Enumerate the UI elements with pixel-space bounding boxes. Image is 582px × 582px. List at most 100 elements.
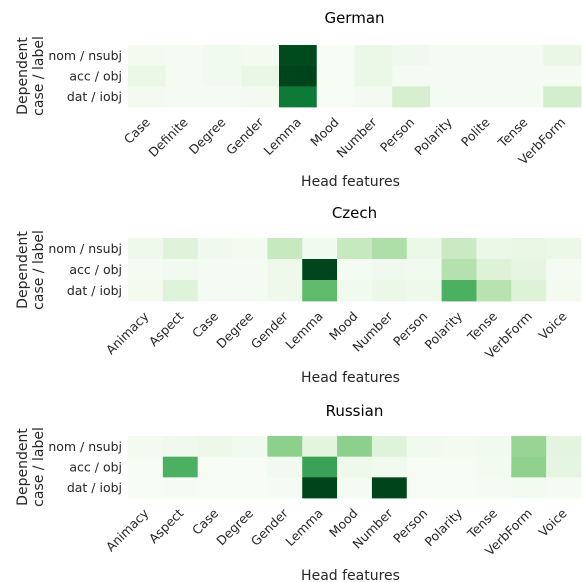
- heatmap-cell: [232, 477, 268, 499]
- heatmap-cell: [197, 456, 233, 478]
- heatmap-cell: [511, 477, 547, 499]
- heatmap-cell: [392, 45, 431, 67]
- heatmap-cell: [441, 477, 477, 499]
- heatmap-cell: [546, 280, 582, 302]
- heatmap-cell: [302, 477, 338, 499]
- row-tick-label: nom / nsubj: [48, 241, 122, 256]
- row-tick-label: dat / iobj: [67, 480, 122, 495]
- heatmap-cell: [128, 456, 164, 478]
- heatmap-cell: [476, 280, 512, 302]
- heatmap-cell: [430, 45, 469, 67]
- y-axis-label-line: case / label: [31, 36, 47, 116]
- heatmap-cell: [165, 86, 204, 108]
- x-axis-label: Head features: [301, 568, 400, 582]
- heatmap-cell: [441, 436, 477, 458]
- heatmap-cell: [316, 86, 355, 108]
- column-tick-label: Aspect: [146, 308, 187, 349]
- heatmap-cell: [476, 436, 512, 458]
- heatmap-cell: [467, 45, 506, 67]
- x-axis-label: Head features: [301, 174, 400, 190]
- heatmap-cell: [302, 238, 338, 260]
- heatmap-cell: [406, 238, 443, 260]
- heatmap-cell: [162, 238, 199, 260]
- column-tick-label: Polite: [458, 114, 493, 149]
- heatmap-cell: [128, 238, 164, 260]
- heatmap-cell: [302, 456, 338, 478]
- heatmap-cell: [162, 436, 199, 458]
- heatmap-cell: [476, 238, 512, 260]
- panel-title: German: [324, 9, 384, 27]
- heatmap-cell: [267, 280, 303, 302]
- row-tick-label: acc / obj: [69, 262, 122, 277]
- heatmap-cell: [241, 86, 280, 108]
- y-axis-label: Dependentcase / label: [15, 230, 47, 310]
- column-tick-label: Degree: [186, 114, 229, 157]
- heatmap-cell: [430, 86, 469, 108]
- heatmap-cell: [337, 238, 373, 260]
- y-axis-label: Dependentcase / label: [15, 427, 47, 507]
- heatmap-cell: [316, 45, 355, 67]
- heatmap-cell: [128, 436, 164, 458]
- heatmap-cell: [203, 65, 242, 87]
- heatmap-cell: [392, 65, 431, 87]
- heatmap-cell: [267, 238, 303, 260]
- heatmap-cell: [302, 259, 338, 281]
- heatmap-cell: [392, 86, 431, 108]
- column-tick-label: Gender: [223, 114, 267, 158]
- x-axis-label: Head features: [301, 370, 400, 386]
- heatmap-cell: [337, 456, 373, 478]
- heatmap-cell: [467, 86, 506, 108]
- heatmap-cell: [128, 45, 167, 67]
- heatmap-cell: [441, 456, 477, 478]
- y-axis-label-line: Dependent: [15, 428, 31, 506]
- heatmap-cell: [511, 259, 547, 281]
- heatmap-cell: [232, 259, 268, 281]
- column-tick-label: Voice: [536, 505, 570, 539]
- heatmap-cell: [371, 259, 408, 281]
- heatmap-cell: [354, 86, 393, 108]
- column-tick-label: Animacy: [103, 505, 152, 554]
- column-tick-label: Case: [189, 308, 221, 340]
- heatmap-cell: [371, 456, 408, 478]
- heatmap-cell: [128, 65, 167, 87]
- heatmap-cell: [267, 259, 303, 281]
- heatmap-cell: [302, 436, 338, 458]
- heatmap-cell: [197, 477, 233, 499]
- heatmap-cell: [441, 280, 477, 302]
- heatmap-cell: [267, 456, 303, 478]
- column-tick-label: Polarity: [421, 308, 465, 352]
- heatmap-cell: [406, 436, 443, 458]
- heatmap-panel-russian: Russian nom / nsubj acc / obj dat / iobj Ani…: [15, 402, 582, 582]
- heatmap-cell: [371, 477, 408, 499]
- heatmap-cell: [511, 436, 547, 458]
- heatmap-cell: [302, 280, 338, 302]
- column-tick-label: Mood: [307, 115, 342, 150]
- heatmap-cell: [162, 280, 199, 302]
- heatmap-cell: [162, 259, 199, 281]
- heatmap-cell: [546, 456, 582, 478]
- heatmap-panel-czech: Czech nom / nsubj acc / obj dat / iobj Anima…: [15, 204, 582, 386]
- heatmap-cell: [441, 259, 477, 281]
- heatmap-cell: [241, 45, 280, 67]
- column-tick-label: Degree: [213, 308, 256, 351]
- column-tick-label: Lemma: [261, 115, 304, 158]
- heatmap-cell: [337, 477, 373, 499]
- y-axis-label-line: Dependent: [15, 231, 31, 309]
- panel-title: Czech: [332, 204, 377, 222]
- heatmap-cell: [197, 280, 233, 302]
- heatmap-cell: [337, 436, 373, 458]
- heatmap-cell: [203, 45, 242, 67]
- y-axis-label: Dependentcase / label: [15, 36, 47, 116]
- heatmap-cell: [267, 436, 303, 458]
- heatmap-cell: [232, 238, 268, 260]
- heatmap-cell: [543, 86, 582, 108]
- column-tick-label: Polarity: [421, 505, 465, 549]
- heatmap-cell: [337, 280, 373, 302]
- heatmap-cell: [128, 280, 164, 302]
- heatmap-cell: [241, 65, 280, 87]
- heatmap-cell: [511, 238, 547, 260]
- heatmap-cell: [406, 456, 443, 478]
- column-tick-label: Lemma: [282, 506, 325, 549]
- heatmap-cell: [197, 238, 233, 260]
